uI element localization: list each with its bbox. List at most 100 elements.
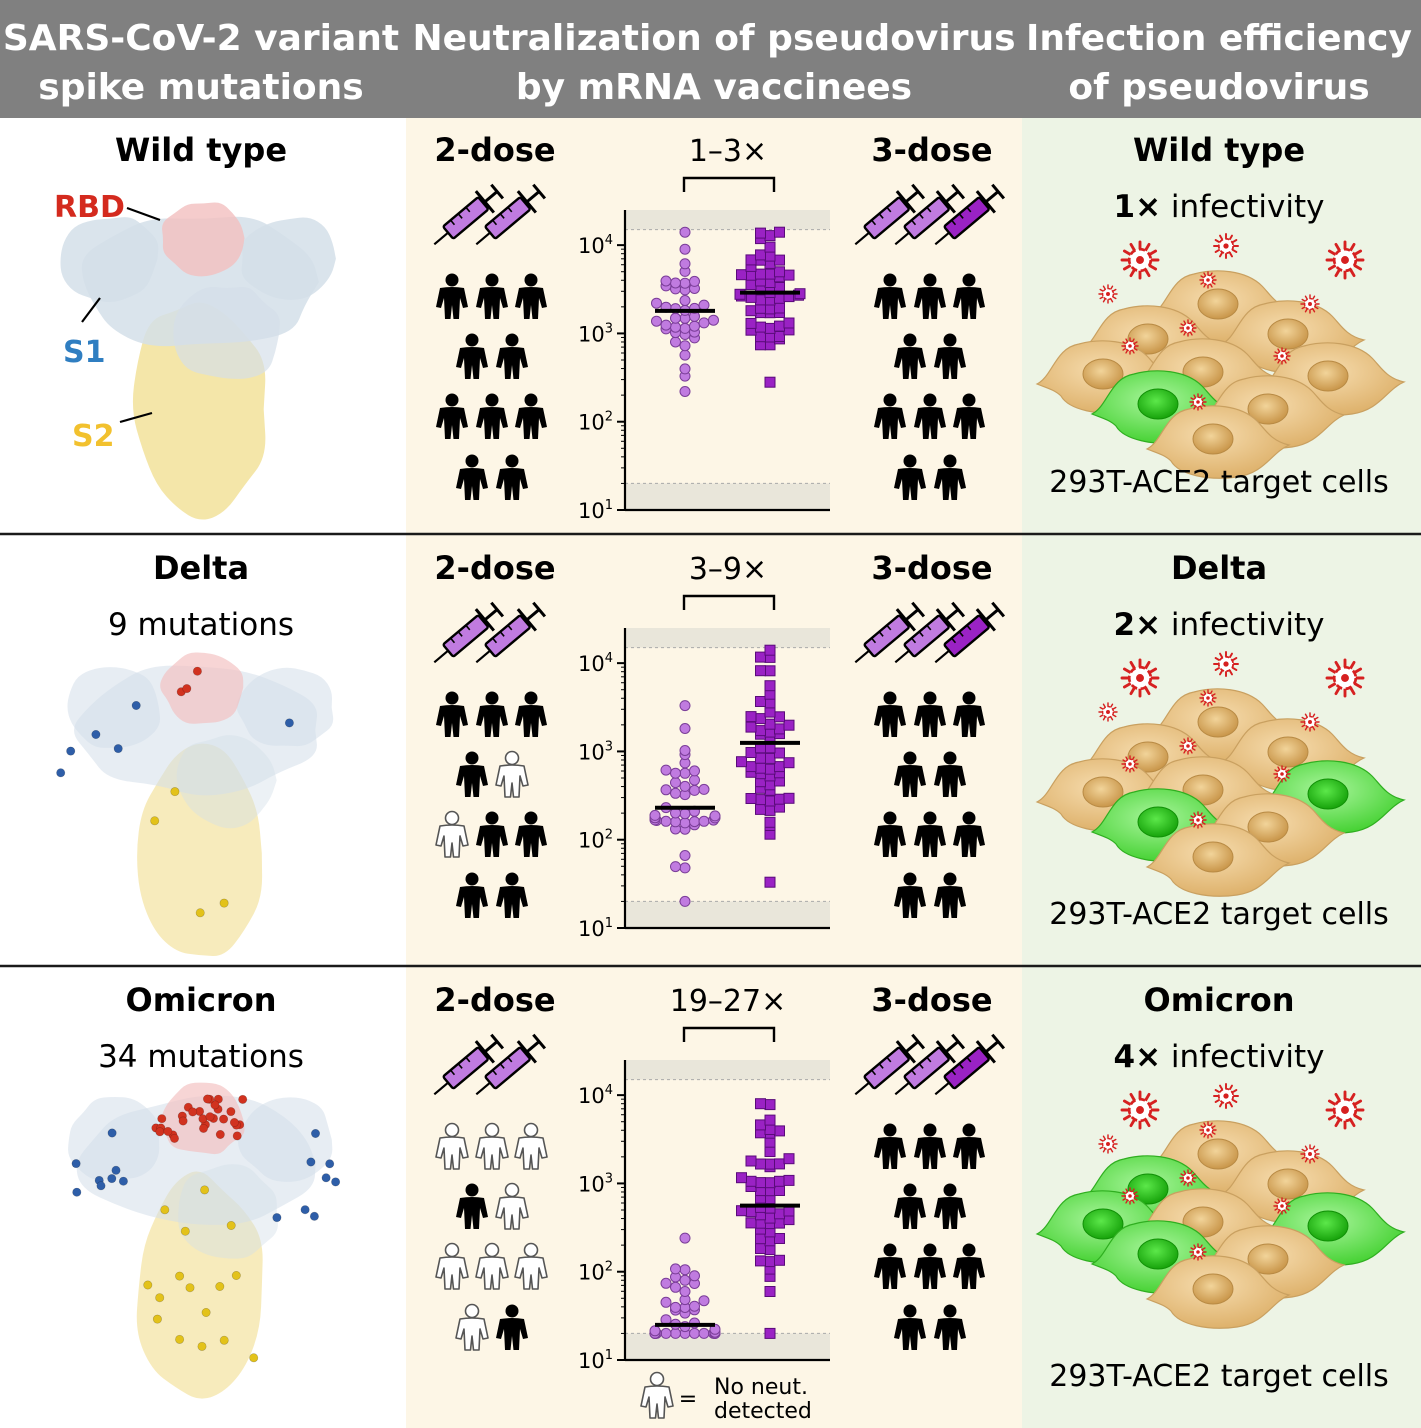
two-dose-point — [679, 1264, 691, 1276]
syringe-plunger — [904, 1040, 920, 1054]
person-head — [903, 1183, 917, 1197]
virion-core — [1196, 400, 1200, 404]
syringe-tick — [926, 1056, 932, 1063]
syringe-plunger — [483, 608, 499, 622]
three-dose-point — [774, 320, 785, 332]
syringe-tick — [491, 637, 498, 644]
three-dose-point — [736, 1172, 747, 1184]
virion-spike — [1122, 1099, 1133, 1107]
legend-text-line1: No neut. — [714, 1375, 808, 1400]
spike-protein-1 — [56, 652, 334, 957]
syringe-icon — [475, 183, 547, 246]
syringe-icon — [854, 601, 926, 664]
virion-spike — [1099, 713, 1105, 718]
three-dose-person-icon — [894, 1183, 926, 1229]
virion-spike — [1301, 723, 1307, 728]
person-body — [953, 825, 985, 857]
syringe-plunger — [944, 1040, 960, 1054]
person-body — [953, 705, 985, 737]
person-body — [874, 287, 906, 319]
person-head — [524, 811, 538, 825]
s1-mutation-dot — [310, 1129, 320, 1139]
two-dose-point — [689, 765, 700, 777]
no-neut-person-icon — [435, 810, 469, 858]
virion-spike — [1099, 1145, 1105, 1150]
person-head — [923, 273, 937, 287]
three-dose-point — [755, 321, 766, 333]
syringe-plunger — [984, 1040, 1000, 1054]
two-dose-point — [709, 810, 721, 822]
virion-icon — [1300, 712, 1320, 732]
virion-spike — [1327, 263, 1338, 271]
target-cell-cluster — [1035, 270, 1406, 479]
syringe-plunger — [525, 190, 541, 204]
no-neut-person-icon — [495, 750, 529, 798]
three-dose-person-icon — [953, 691, 985, 737]
virion-core — [1206, 278, 1210, 282]
person-body — [435, 824, 469, 858]
person-body — [953, 407, 985, 439]
three-dose-point — [764, 644, 776, 656]
two-dose-point — [689, 1270, 700, 1282]
syringe-tick — [457, 631, 463, 637]
spike-protein-0: RBD S1 S2 — [54, 190, 336, 520]
virion-icon — [1120, 658, 1160, 698]
rbd-mutation-dot — [163, 1126, 173, 1136]
syringe-barrel — [903, 196, 950, 240]
infection-variant-name: Wild type — [1133, 131, 1305, 169]
y-tick-label: 101 — [578, 916, 613, 941]
syringe-plunger-cap — [532, 1033, 547, 1050]
syringe-barrel — [863, 196, 910, 240]
virion-core — [1206, 696, 1210, 700]
three-dose-point — [755, 294, 766, 306]
syringe-tick — [910, 637, 917, 644]
syringe-icon — [854, 183, 926, 246]
three-dose-point — [745, 1155, 757, 1167]
syringe-plunger-cap — [951, 1033, 966, 1050]
comparison-bracket — [682, 176, 776, 192]
cell-nucleus — [1197, 706, 1239, 738]
person-body — [953, 1257, 985, 1289]
s2-mutation-dot — [249, 1353, 259, 1363]
no-neut-person-icon — [514, 1242, 548, 1290]
person-body — [874, 407, 906, 439]
person-head — [883, 273, 897, 287]
syringe-barrel — [442, 1046, 489, 1090]
two-dose-point — [689, 774, 700, 786]
three-dose-point — [774, 302, 785, 314]
person-body — [914, 825, 946, 857]
three-dose-point — [774, 723, 785, 735]
two-dose-point — [660, 1277, 672, 1289]
y-tick-exp: 2 — [605, 828, 613, 843]
s2-leader-line — [119, 411, 153, 424]
person-body — [436, 287, 468, 319]
virion-icon — [1098, 284, 1118, 304]
three-dose-point — [745, 1217, 757, 1229]
virion-spike — [1122, 1197, 1127, 1201]
two-dose-point — [679, 322, 691, 334]
two-dose-point — [660, 764, 672, 776]
cell-nucleus — [1192, 841, 1234, 873]
person-body — [874, 705, 906, 737]
three-dose-person-icon — [874, 1123, 906, 1169]
s2-mutation-dot — [226, 1221, 236, 1231]
three-dose-point — [774, 1208, 785, 1220]
virion-icon — [1325, 658, 1365, 698]
s2-mutation-dot — [160, 1205, 170, 1215]
y-tick-base: 10 — [578, 829, 605, 853]
two-dose-point — [679, 226, 691, 238]
virion-spike — [1228, 652, 1233, 659]
syringe-icon — [934, 601, 1006, 664]
virion-spike — [1099, 706, 1105, 711]
two-dose-person-icon — [496, 872, 528, 918]
three-dose-person-icon — [914, 393, 946, 439]
infectivity-label: 4× infectivity — [1114, 1039, 1325, 1075]
s1-mutation-dot — [107, 1174, 117, 1184]
syringe-flange — [474, 190, 496, 214]
virion-spike — [1122, 681, 1133, 689]
person-body — [934, 886, 966, 918]
person-head — [465, 454, 479, 468]
rbd-mutation-dot — [229, 1118, 239, 1128]
virion-icon — [1179, 737, 1197, 755]
